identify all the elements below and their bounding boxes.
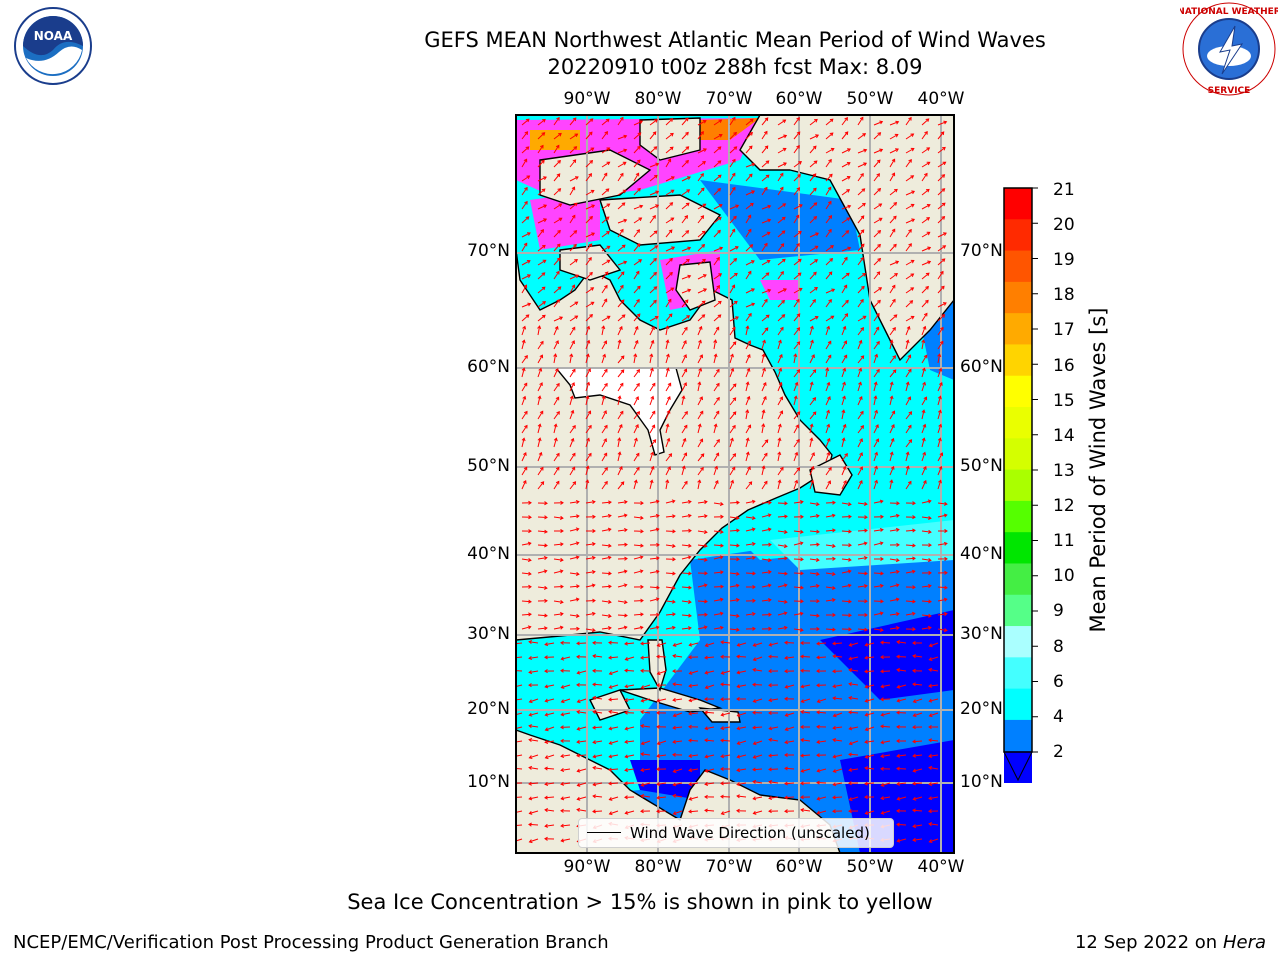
colorbar-tick-17: 17 <box>1053 320 1075 340</box>
lat-tick-right-40: 40°N <box>960 544 1003 564</box>
colorbar-tick-18: 18 <box>1053 285 1075 305</box>
lon-tick-top-3: 70°W <box>706 89 753 109</box>
colorbar-tick-14: 14 <box>1053 426 1075 446</box>
colorbar-tick-11: 11 <box>1053 531 1075 551</box>
lat-tick-left-60: 60°N <box>420 357 510 377</box>
colorbar-segment <box>1004 282 1032 314</box>
colorbar <box>1000 185 1050 785</box>
colorbar-tick-2: 2 <box>1053 742 1064 762</box>
colorbar-tick-21: 21 <box>1053 180 1075 200</box>
lon-tick-bottom-4: 60°W <box>776 857 823 877</box>
lat-tick-left-20: 20°N <box>420 699 510 719</box>
colorbar-tick-13: 13 <box>1053 461 1075 481</box>
lon-tick-top-6: 40°W <box>918 89 965 109</box>
colorbar-tick-16: 16 <box>1053 356 1075 376</box>
footer-date: 12 Sep 2022 on Hera <box>1075 932 1266 953</box>
colorbar-segment <box>1004 563 1032 595</box>
colorbar-tick-20: 20 <box>1053 215 1075 235</box>
legend-line-icon <box>587 832 621 833</box>
lon-tick-bottom-5: 50°W <box>847 857 894 877</box>
colorbar-tick-4: 4 <box>1053 707 1064 727</box>
wave-direction-arrow <box>513 797 522 798</box>
lon-tick-bottom-2: 80°W <box>635 857 682 877</box>
colorbar-segment <box>1004 407 1032 439</box>
colorbar-segment <box>1004 501 1032 533</box>
lon-tick-bottom-3: 70°W <box>706 857 753 877</box>
colorbar-tick-12: 12 <box>1053 496 1075 516</box>
colorbar-tick-9: 9 <box>1053 601 1064 621</box>
lat-tick-left-50: 50°N <box>420 456 510 476</box>
colorbar-tick-8: 8 <box>1053 637 1064 657</box>
lon-tick-bottom-6: 40°W <box>918 857 965 877</box>
lon-tick-top-5: 50°W <box>847 89 894 109</box>
lon-tick-top-2: 80°W <box>635 89 682 109</box>
lon-tick-bottom-1: 90°W <box>564 857 611 877</box>
lon-tick-top-1: 90°W <box>564 89 611 109</box>
colorbar-segment <box>1004 595 1032 627</box>
colorbar-segment <box>1004 251 1032 283</box>
colorbar-tick-6: 6 <box>1053 672 1064 692</box>
colorbar-tick-15: 15 <box>1053 391 1075 411</box>
colorbar-segment <box>1004 438 1032 470</box>
colorbar-segment <box>1004 689 1032 721</box>
lon-tick-top-4: 60°W <box>776 89 823 109</box>
colorbar-segment <box>1004 720 1032 752</box>
wave-direction-arrow <box>513 768 522 769</box>
lat-tick-left-10: 10°N <box>420 772 510 792</box>
sea-ice-caption: Sea Ice Concentration > 15% is shown in … <box>0 890 1280 914</box>
lat-tick-right-50: 50°N <box>960 456 1003 476</box>
colorbar-tick-10: 10 <box>1053 566 1075 586</box>
lat-tick-left-70: 70°N <box>420 241 510 261</box>
colorbar-segment <box>1004 188 1032 220</box>
lat-tick-left-40: 40°N <box>420 544 510 564</box>
colorbar-segment <box>1004 470 1032 502</box>
colorbar-segment <box>1004 376 1032 408</box>
lat-tick-right-70: 70°N <box>960 241 1003 261</box>
colorbar-segment <box>1004 219 1032 251</box>
footer-branch: NCEP/EMC/Verification Post Processing Pr… <box>13 932 609 953</box>
colorbar-segment <box>1004 532 1032 564</box>
lat-tick-right-10: 10°N <box>960 772 1003 792</box>
colorbar-segment <box>1004 313 1032 345</box>
lat-tick-right-60: 60°N <box>960 357 1003 377</box>
wave-direction-arrow <box>513 670 522 671</box>
footer-host: Hera <box>1223 932 1266 953</box>
lat-tick-left-30: 30°N <box>420 624 510 644</box>
map-legend: Wind Wave Direction (unscaled) <box>578 818 894 848</box>
colorbar-segment <box>1004 344 1032 376</box>
lat-tick-right-20: 20°N <box>960 699 1003 719</box>
colorbar-title: Mean Period of Wind Waves [s] <box>1086 308 1110 633</box>
legend-label: Wind Wave Direction (unscaled) <box>630 819 870 847</box>
colorbar-tick-19: 19 <box>1053 250 1075 270</box>
colorbar-segment <box>1004 626 1032 658</box>
lat-tick-right-30: 30°N <box>960 624 1003 644</box>
colorbar-segment <box>1004 657 1032 689</box>
footer-date-text: 12 Sep 2022 on <box>1075 932 1217 953</box>
